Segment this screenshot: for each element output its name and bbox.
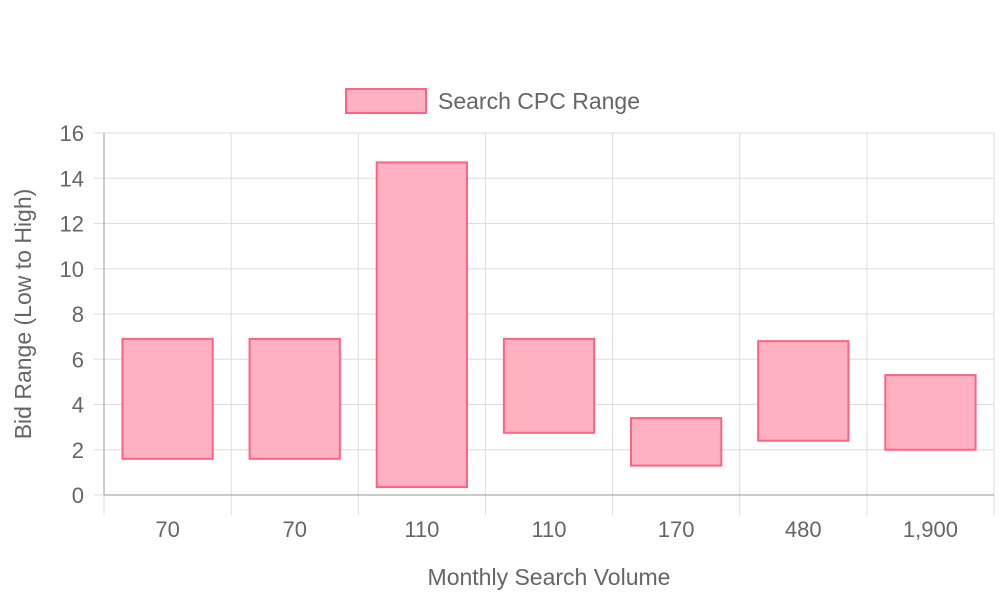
x-tick-label: 170 <box>658 517 695 542</box>
x-axis-title: Monthly Search Volume <box>428 564 671 590</box>
cpc-range-bar[interactable] <box>121 337 214 460</box>
x-tick-label: 1,900 <box>903 517 958 542</box>
y-tick-label: 16 <box>60 121 84 146</box>
cpc-range-bar[interactable] <box>630 417 723 467</box>
y-tick-label: 2 <box>72 438 84 463</box>
axes: 0 2 4 6 8 10 12 14 16 70 70 110 110 170 480 1,900 <box>60 121 994 542</box>
y-tick-label: 10 <box>60 257 84 282</box>
y-tick-label: 6 <box>72 347 84 372</box>
cpc-range-bar[interactable] <box>375 161 468 489</box>
cpc-range-bar[interactable] <box>884 374 977 451</box>
x-tick-label: 110 <box>531 517 566 542</box>
x-tick-label: 480 <box>785 517 822 542</box>
cpc-range-bar[interactable] <box>248 337 341 460</box>
legend[interactable]: Search CPC Range <box>345 88 640 114</box>
x-tick-label: 70 <box>155 517 179 542</box>
y-tick-label: 4 <box>72 393 84 418</box>
y-tick-label: 8 <box>72 302 84 327</box>
y-tick-label: 0 <box>72 483 84 508</box>
grid <box>103 132 995 515</box>
y-tick-label: 12 <box>60 212 84 237</box>
cpc-range-bar[interactable] <box>502 337 596 434</box>
x-tick-label: 110 <box>404 517 439 542</box>
legend-label[interactable]: Search CPC Range <box>438 88 640 114</box>
y-axis-title: Bid Range (Low to High) <box>10 189 36 440</box>
bars <box>121 161 977 489</box>
x-tick-label: 70 <box>282 517 306 542</box>
legend-swatch[interactable] <box>345 88 427 114</box>
cpc-range-bar[interactable] <box>757 340 850 442</box>
y-tick-label: 14 <box>60 166 84 191</box>
